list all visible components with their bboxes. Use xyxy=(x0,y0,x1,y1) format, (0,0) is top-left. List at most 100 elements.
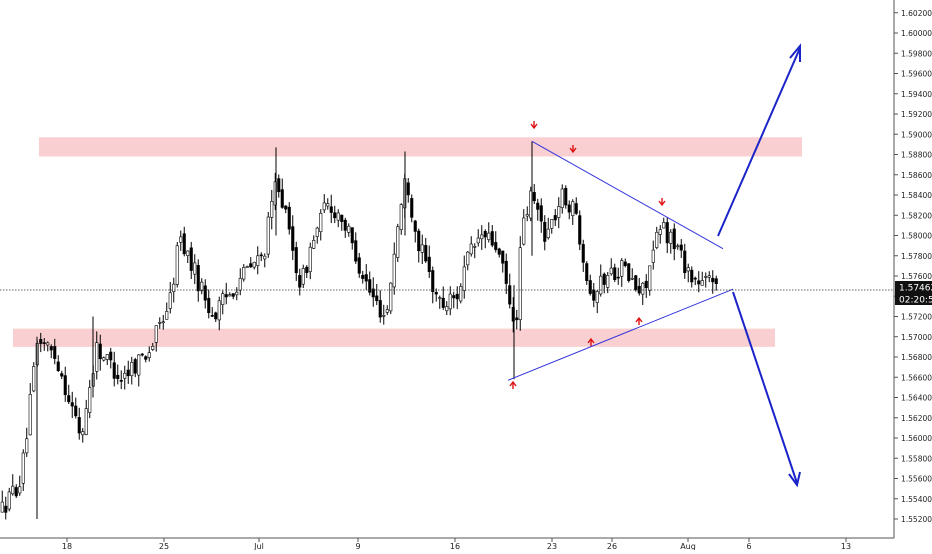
candle xyxy=(445,301,449,315)
candle xyxy=(609,258,613,276)
candle xyxy=(662,217,666,229)
candle xyxy=(256,246,260,275)
x-tick-label: 16 xyxy=(450,542,460,550)
candle-body xyxy=(378,300,382,318)
candle xyxy=(417,228,421,263)
candle xyxy=(518,236,522,331)
candle-body xyxy=(385,309,389,313)
candle xyxy=(364,264,368,291)
candle xyxy=(319,209,323,241)
candle-body xyxy=(105,354,109,360)
y-tick-label: 1.56600 xyxy=(901,373,932,382)
candle xyxy=(252,261,256,270)
candle-body xyxy=(560,188,564,208)
candle-body xyxy=(651,249,655,263)
candle xyxy=(497,247,501,258)
candle xyxy=(0,490,4,513)
y-axis: 1.60200 1.60000 1.59800 1.59600 1.59400 1.592… xyxy=(894,9,932,524)
x-tick-label: 26 xyxy=(607,542,617,550)
candle xyxy=(291,215,295,260)
candle-body xyxy=(700,280,704,286)
candle xyxy=(95,331,99,380)
x-axis: 18 25 Jul 9 16 23 26 Aug 6 13 xyxy=(62,538,851,551)
candle-body xyxy=(130,362,134,377)
candle xyxy=(126,360,130,384)
candle xyxy=(522,209,526,246)
candle-body xyxy=(298,275,302,288)
candle xyxy=(168,281,172,314)
candle xyxy=(574,197,578,216)
candle-body xyxy=(32,366,36,392)
candle-body xyxy=(196,265,200,292)
candle xyxy=(578,210,582,251)
candle-body xyxy=(644,280,648,289)
candle xyxy=(371,277,375,307)
candle-body xyxy=(154,325,158,343)
candle xyxy=(550,219,554,234)
candle-body xyxy=(679,244,683,251)
candle xyxy=(693,276,697,286)
candle-body xyxy=(70,402,74,407)
candle-body xyxy=(221,293,225,305)
candle-body xyxy=(546,228,550,238)
candle xyxy=(133,357,137,378)
candle-body xyxy=(609,267,613,275)
candle xyxy=(539,198,543,233)
candle xyxy=(18,475,22,496)
candle-body xyxy=(140,353,144,356)
candle-body xyxy=(697,280,701,285)
candle xyxy=(634,274,638,292)
y-tick-label: 1.60200 xyxy=(901,9,932,18)
candle-body xyxy=(77,417,81,434)
candle-body xyxy=(361,274,365,279)
candle-body xyxy=(280,189,284,208)
candle xyxy=(182,226,186,257)
candle-body xyxy=(256,255,260,266)
candle xyxy=(560,184,564,214)
candle xyxy=(287,202,291,235)
candle xyxy=(490,225,494,248)
y-tick-label: 1.55600 xyxy=(901,475,932,484)
candle-body xyxy=(67,395,71,403)
x-tick-label: 23 xyxy=(547,542,557,550)
candle-body xyxy=(441,297,445,308)
candle xyxy=(707,271,711,283)
candle xyxy=(613,263,617,282)
candle xyxy=(235,287,239,301)
candle-body xyxy=(672,228,676,250)
candle xyxy=(571,199,575,225)
candle xyxy=(305,265,309,279)
candle-body xyxy=(18,486,22,494)
candle xyxy=(32,362,36,393)
candle xyxy=(67,384,71,404)
candle-body xyxy=(0,501,4,513)
y-tick-label: 1.57600 xyxy=(901,272,932,281)
candle xyxy=(476,229,480,247)
candle-body xyxy=(613,267,617,281)
candle xyxy=(606,271,610,294)
candle-body xyxy=(518,247,522,320)
candle xyxy=(11,474,15,496)
candle-body xyxy=(399,204,403,230)
candle-body xyxy=(231,293,235,297)
candle-body xyxy=(690,269,694,283)
candle-body xyxy=(585,263,589,281)
candle-body xyxy=(147,352,151,358)
candle xyxy=(459,283,463,304)
candle-body xyxy=(504,260,508,284)
candle xyxy=(270,189,274,230)
candle xyxy=(294,241,298,281)
candle-body xyxy=(172,283,176,293)
candle-body xyxy=(259,254,263,257)
candle xyxy=(116,364,120,385)
candle-body xyxy=(182,233,186,255)
candle-body xyxy=(214,312,218,320)
candle-body xyxy=(245,266,249,268)
candle-body xyxy=(165,311,169,320)
candle-body xyxy=(217,300,221,321)
y-tick-label: 1.58600 xyxy=(901,171,932,180)
candle-body xyxy=(368,279,372,293)
y-tick-label: 1.57800 xyxy=(901,252,932,261)
candle-body xyxy=(714,278,718,284)
swing-high-marker xyxy=(569,145,577,154)
